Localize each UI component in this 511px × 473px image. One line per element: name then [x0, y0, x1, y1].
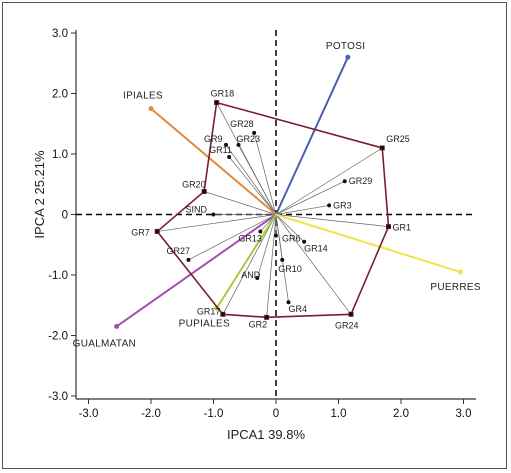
sector-line: [188, 214, 277, 261]
environment-label: POTOSI: [326, 41, 365, 52]
genotype-label: GR28: [230, 119, 254, 129]
genotype-label: GR10: [278, 264, 302, 274]
x-tick-label: -2.0: [141, 408, 161, 420]
genotype-point: [214, 100, 219, 105]
genotype-label: GR14: [304, 244, 328, 254]
sector-line: [275, 205, 330, 215]
genotype-label: GR6: [282, 234, 301, 244]
genotype-point: [211, 212, 216, 217]
x-tick-label: 0: [273, 408, 279, 420]
environment-label: PUERRES: [430, 282, 480, 293]
x-tick-label: -3.0: [79, 408, 99, 420]
sector-line: [225, 144, 277, 215]
genotype-point: [227, 155, 232, 160]
chart-frame: [2, 2, 507, 469]
genotype-label: GR29: [349, 176, 373, 186]
sector-line: [266, 214, 277, 318]
genotype-point: [264, 315, 269, 320]
genotype-point: [380, 145, 385, 150]
genotype-label: GR23: [237, 134, 261, 144]
genotype-label: GR4: [289, 304, 308, 314]
y-tick-label: 0: [62, 210, 68, 222]
x-axis-title: IPCA1 39.8%: [227, 427, 305, 442]
y-tick-label: -2.0: [48, 330, 68, 342]
genotype-point: [258, 229, 263, 234]
x-tick-label: 3.0: [456, 408, 472, 420]
genotype-label: GR9: [204, 134, 223, 144]
sector-line: [222, 214, 277, 315]
genotype-label: GR1: [393, 223, 412, 233]
genotype-point: [280, 257, 285, 262]
environment-point: [457, 269, 463, 275]
y-tick-label: -3.0: [48, 391, 68, 403]
sector-line: [275, 214, 305, 242]
genotype-point: [186, 257, 191, 262]
genotype-point: [236, 142, 241, 147]
sector-line: [204, 191, 277, 215]
sector-line: [275, 214, 389, 227]
genotype-point: [220, 312, 225, 317]
genotype-label: GR27: [167, 246, 191, 256]
sector-line: [228, 156, 277, 215]
genotype-point: [155, 229, 160, 234]
genotype-point: [224, 142, 228, 147]
sector-line: [256, 214, 277, 279]
genotype-label: GR18: [211, 89, 235, 99]
genotype-point: [349, 312, 353, 317]
environment-label: GUALMATAN: [73, 338, 136, 349]
environment-vector: [275, 213, 461, 273]
genotype-label: GR3: [333, 200, 352, 210]
genotype-point: [255, 276, 260, 281]
genotype-label: GR20: [182, 180, 206, 190]
sector-line: [275, 180, 345, 215]
genotype-point: [286, 300, 291, 305]
y-axis-title: IPCA 2 25.21%: [32, 150, 47, 239]
x-tick-label: 1.0: [331, 408, 347, 420]
genotype-point: [252, 130, 257, 135]
genotype-label: GR25: [386, 134, 410, 144]
genotype-label: GR2: [249, 319, 268, 329]
genotype-point: [342, 179, 347, 184]
x-tick-label: -1.0: [204, 408, 224, 420]
genotype-point: [202, 189, 207, 194]
y-tick-label: 2.0: [52, 89, 68, 101]
x-tick-label: 2.0: [393, 408, 409, 420]
genotype-label: AND: [241, 270, 261, 280]
y-tick-label: -1.0: [48, 270, 68, 282]
genotype-point: [302, 239, 307, 244]
sector-line: [253, 132, 277, 215]
environment-vector: [215, 213, 277, 309]
genotype-label: GR11: [209, 145, 232, 155]
sector-line: [275, 147, 383, 215]
y-tick-label: 1.0: [52, 149, 68, 161]
environment-vector: [116, 213, 277, 328]
environment-label: PUPIALES: [179, 318, 230, 329]
environment-point: [148, 106, 154, 112]
genotype-label: GR13: [238, 233, 262, 243]
environment-vector: [150, 107, 277, 216]
genotype-label: GR17: [197, 306, 221, 316]
genotype-label: GR7: [131, 227, 150, 237]
genotype-label: SIND: [186, 205, 208, 215]
y-tick-label: 3.0: [52, 28, 68, 40]
genotype-point: [274, 233, 278, 238]
sector-line: [238, 144, 277, 215]
environment-point: [345, 54, 351, 60]
genotype-point: [327, 203, 332, 208]
genotype-label: GR24: [335, 320, 359, 330]
sector-line: [157, 214, 277, 232]
environment-label: IPIALES: [123, 91, 163, 102]
sector-line: [275, 214, 352, 315]
environment-vector: [275, 56, 349, 215]
environment-point: [114, 323, 120, 329]
genotype-point: [386, 224, 391, 229]
